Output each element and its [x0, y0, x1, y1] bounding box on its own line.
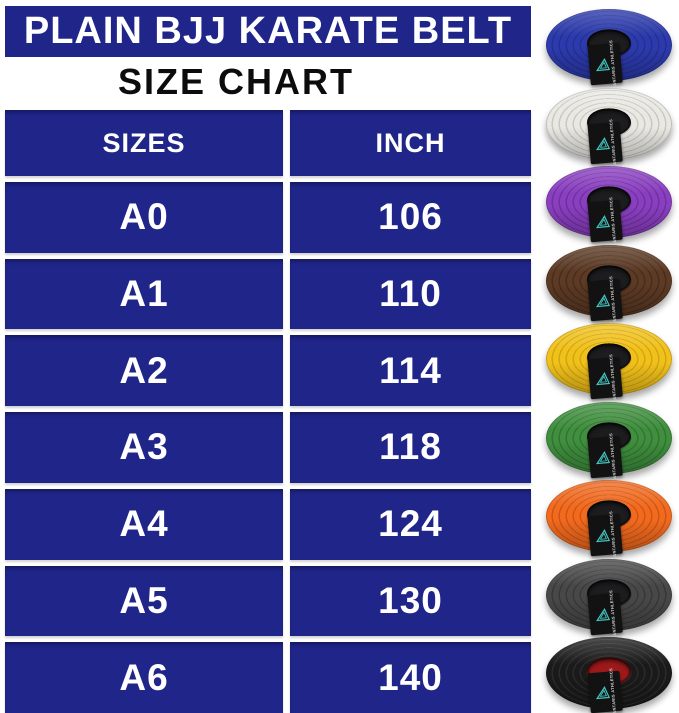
triangle-logo-icon — [595, 685, 610, 699]
inch-cell: 114 — [290, 335, 531, 407]
belt-color-gallery: ANTARIS ATHLETICS ANTARIS ATHLETICS — [546, 9, 674, 713]
inch-cell: 124 — [290, 488, 531, 560]
brand-label: ANTARIS ATHLETICS — [587, 276, 623, 322]
triangle-logo-icon — [595, 450, 610, 464]
belt-yellow: ANTARIS ATHLETICS — [546, 323, 672, 400]
triangle-logo-icon — [595, 57, 610, 71]
triangle-logo-icon — [595, 293, 610, 307]
brand-label: ANTARIS ATHLETICS — [587, 511, 623, 558]
brand-label: ANTARIS ATHLETICS — [587, 433, 623, 479]
brand-label-text: ANTARIS ATHLETICS — [607, 668, 617, 713]
triangle-logo-icon — [595, 371, 610, 385]
size-cell: A6 — [5, 642, 283, 713]
size-cell: A5 — [5, 565, 283, 637]
belt-purple: ANTARIS ATHLETICS — [546, 166, 672, 243]
brand-label-text: ANTARIS ATHLETICS — [607, 590, 617, 636]
brand-label-text: ANTARIS ATHLETICS — [607, 354, 617, 401]
triangle-logo-icon — [595, 214, 610, 228]
brand-label: ANTARIS ATHLETICS — [587, 40, 623, 87]
inch-cell: 130 — [290, 565, 531, 637]
size-chart-heading: SIZE CHART — [118, 61, 354, 102]
brand-label: ANTARIS ATHLETICS — [587, 590, 623, 636]
inch-cell: 110 — [290, 258, 531, 330]
brand-label: ANTARIS ATHLETICS — [587, 668, 623, 713]
brand-label-text: ANTARIS ATHLETICS — [607, 433, 617, 479]
brand-label: ANTARIS ATHLETICS — [587, 197, 623, 244]
belt-orange: ANTARIS ATHLETICS — [546, 480, 672, 557]
triangle-logo-icon — [595, 607, 610, 621]
belt-black: ANTARIS ATHLETICS — [546, 637, 672, 713]
column-header-inch: INCH — [290, 110, 531, 176]
triangle-logo-icon — [595, 528, 610, 542]
size-table: SIZES INCH A0 106 A1 110 A2 114 A3 118 A… — [5, 110, 531, 713]
belt-brown: ANTARIS ATHLETICS — [546, 244, 672, 322]
brand-label-text: ANTARIS ATHLETICS — [607, 119, 617, 165]
brand-label-text: ANTARIS ATHLETICS — [607, 40, 617, 87]
column-header-sizes: SIZES — [5, 110, 283, 176]
brand-label-text: ANTARIS ATHLETICS — [607, 197, 617, 244]
belt-blue: ANTARIS ATHLETICS — [546, 9, 672, 86]
size-cell: A1 — [5, 258, 283, 330]
inch-cell: 106 — [290, 182, 531, 253]
size-cell: A3 — [5, 412, 283, 483]
belt-green: ANTARIS ATHLETICS — [546, 401, 672, 479]
inch-cell: 140 — [290, 642, 531, 713]
size-cell: A4 — [5, 488, 283, 560]
size-cell: A0 — [5, 182, 283, 253]
page-title: PLAIN BJJ KARATE BELT — [5, 6, 531, 57]
belt-white: ANTARIS ATHLETICS — [546, 87, 672, 165]
brand-label-text: ANTARIS ATHLETICS — [607, 511, 617, 558]
triangle-logo-icon — [595, 136, 610, 150]
belt-gray: ANTARIS ATHLETICS — [546, 558, 672, 636]
brand-label: ANTARIS ATHLETICS — [587, 354, 623, 401]
inch-cell: 118 — [290, 412, 531, 483]
brand-label: ANTARIS ATHLETICS — [587, 119, 623, 165]
size-cell: A2 — [5, 335, 283, 407]
belt-coil — [546, 480, 672, 552]
brand-label-text: ANTARIS ATHLETICS — [607, 276, 617, 322]
